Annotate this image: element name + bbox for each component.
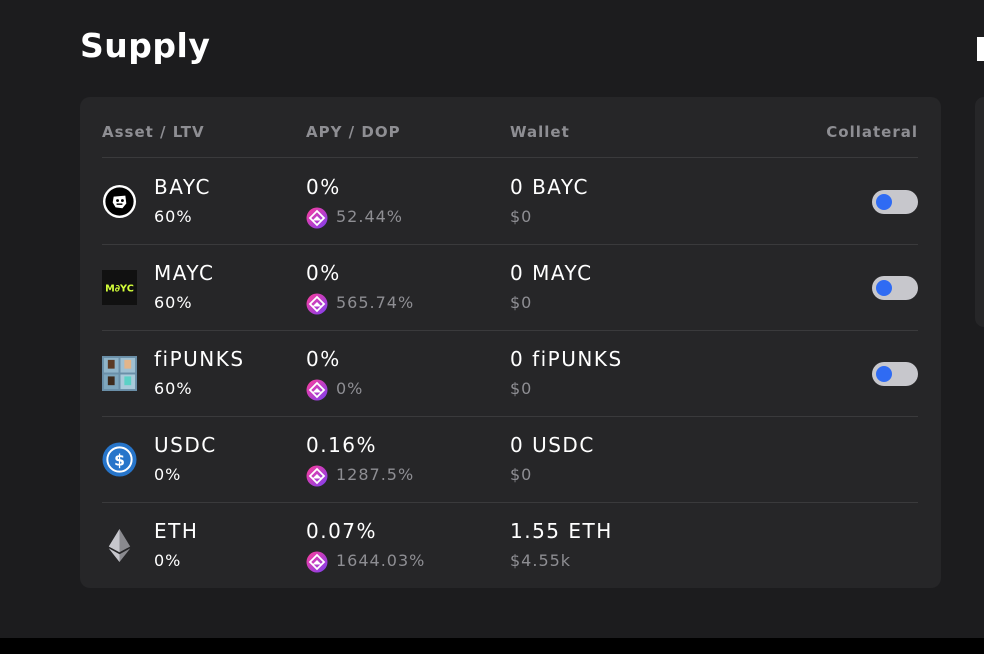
wallet-usd-value: $0	[510, 465, 533, 484]
asset-dop: 52.44%	[336, 207, 404, 226]
asset-ltv: 60%	[154, 207, 193, 226]
asset-apy: 0%	[306, 175, 341, 199]
supply-card: Asset / LTV APY / DOP Wallet Collateral …	[80, 97, 941, 588]
table-row-bayc[interactable]: BAYC 60% 0% 52.44% 0 BAYC $0	[102, 158, 918, 245]
header-apy-dop: APY / DOP	[306, 123, 401, 141]
asset-symbol: MAYC	[154, 261, 215, 285]
usdc-icon: $	[102, 442, 137, 477]
mayc-icon: M∂YC	[102, 270, 137, 305]
fipunks-icon	[102, 356, 137, 391]
wallet-usd-value: $0	[510, 293, 533, 312]
toggle-knob	[876, 280, 892, 296]
header-collateral: Collateral	[826, 123, 918, 141]
header-wallet: Wallet	[510, 123, 570, 141]
asset-dop: 565.74%	[336, 293, 415, 312]
asset-apy: 0%	[306, 261, 341, 285]
table-header: Asset / LTV APY / DOP Wallet Collateral	[102, 97, 918, 158]
toggle-knob	[876, 194, 892, 210]
eth-icon	[108, 528, 131, 563]
dop-token-icon	[306, 293, 328, 315]
wallet-balance: 0 fiPUNKS	[510, 347, 623, 371]
page: Supply Asset / LTV APY / DOP Wallet Coll…	[0, 0, 984, 638]
adjacent-panel-card	[975, 97, 984, 327]
wallet-usd-value: $0	[510, 379, 533, 398]
asset-ltv: 0%	[154, 465, 182, 484]
asset-symbol: BAYC	[154, 175, 211, 199]
wallet-balance: 0 MAYC	[510, 261, 593, 285]
table-row-fipunks[interactable]: fiPUNKS 60% 0% 0% 0 fiPUNKS $0	[102, 330, 918, 417]
wallet-balance: 0 USDC	[510, 433, 595, 457]
asset-ltv: 60%	[154, 379, 193, 398]
wallet-usd-value: $0	[510, 207, 533, 226]
asset-symbol: ETH	[154, 519, 199, 543]
svg-text:$: $	[114, 451, 125, 469]
collateral-toggle-fipunks[interactable]	[872, 362, 918, 386]
dop-token-icon	[306, 379, 328, 401]
wallet-balance: 0 BAYC	[510, 175, 590, 199]
toggle-knob	[876, 366, 892, 382]
asset-dop: 0%	[336, 379, 364, 398]
wallet-usd-value: $4.55k	[510, 551, 572, 570]
bayc-icon	[102, 184, 137, 219]
dop-token-icon	[306, 207, 328, 229]
adjacent-panel-title-fragment	[977, 37, 984, 61]
table-row-eth[interactable]: ETH 0% 0.07% 1644.03% 1.55 ETH $4.55k	[102, 502, 918, 588]
asset-dop: 1644.03%	[336, 551, 426, 570]
dop-token-icon	[306, 465, 328, 487]
table-row-mayc[interactable]: M∂YC MAYC 60% 0% 565.74% 0 MAYC $0	[102, 244, 918, 331]
asset-apy: 0%	[306, 347, 341, 371]
svg-text:M∂YC: M∂YC	[105, 283, 134, 294]
asset-ltv: 60%	[154, 293, 193, 312]
page-title: Supply	[80, 26, 211, 65]
asset-apy: 0.16%	[306, 433, 378, 457]
wallet-balance: 1.55 ETH	[510, 519, 613, 543]
header-asset-ltv: Asset / LTV	[102, 123, 205, 141]
asset-ltv: 0%	[154, 551, 182, 570]
asset-symbol: fiPUNKS	[154, 347, 245, 371]
collateral-toggle-bayc[interactable]	[872, 190, 918, 214]
table-row-usdc[interactable]: $ USDC 0% 0.16% 1287.5% 0 USDC $0	[102, 416, 918, 503]
collateral-toggle-mayc[interactable]	[872, 276, 918, 300]
dop-token-icon	[306, 551, 328, 573]
asset-apy: 0.07%	[306, 519, 378, 543]
asset-dop: 1287.5%	[336, 465, 415, 484]
asset-symbol: USDC	[154, 433, 217, 457]
